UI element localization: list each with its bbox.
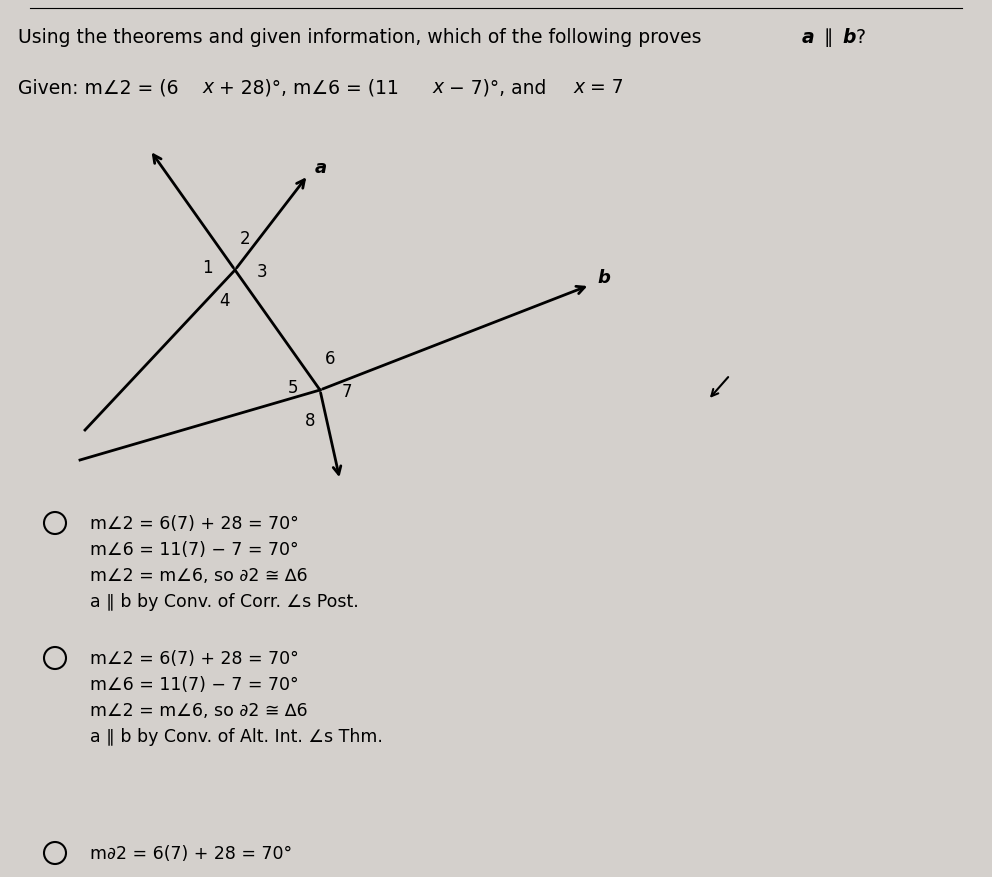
Text: 6: 6: [325, 350, 335, 368]
Text: Given: m∠2 = (6: Given: m∠2 = (6: [18, 78, 179, 97]
Text: x: x: [432, 78, 443, 97]
Text: 2: 2: [240, 230, 251, 248]
Text: + 28)°, m∠6 = (11: + 28)°, m∠6 = (11: [213, 78, 399, 97]
Text: 1: 1: [202, 259, 213, 277]
Text: Using the theorems and given information, which of the following proves: Using the theorems and given information…: [18, 28, 707, 47]
Text: a ∥ b by Conv. of Alt. Int. ∠s Thm.: a ∥ b by Conv. of Alt. Int. ∠s Thm.: [90, 728, 383, 746]
Text: 5: 5: [288, 379, 298, 397]
Text: 3: 3: [257, 263, 268, 281]
Text: m∠6 = 11(7) − 7 = 70°: m∠6 = 11(7) − 7 = 70°: [90, 676, 299, 694]
Text: b: b: [597, 269, 610, 287]
Text: a: a: [315, 159, 327, 177]
Text: m∠2 = 6(7) + 28 = 70°: m∠2 = 6(7) + 28 = 70°: [90, 515, 299, 533]
Text: m∠6 = 11(7) − 7 = 70°: m∠6 = 11(7) − 7 = 70°: [90, 541, 299, 559]
Text: 4: 4: [219, 292, 230, 310]
Text: m∠2 = m∠6, so ∂2 ≅ ∆6: m∠2 = m∠6, so ∂2 ≅ ∆6: [90, 702, 308, 720]
Text: 7: 7: [342, 383, 352, 401]
Text: m∠2 = m∠6, so ∂2 ≅ ∆6: m∠2 = m∠6, so ∂2 ≅ ∆6: [90, 567, 308, 585]
Text: x: x: [202, 78, 213, 97]
Text: b: b: [842, 28, 855, 47]
Text: m∂2 = 6(7) + 28 = 70°: m∂2 = 6(7) + 28 = 70°: [90, 845, 292, 863]
Text: x: x: [573, 78, 584, 97]
Text: m∠2 = 6(7) + 28 = 70°: m∠2 = 6(7) + 28 = 70°: [90, 650, 299, 668]
Text: = 7: = 7: [584, 78, 624, 97]
Text: 8: 8: [305, 412, 315, 430]
Text: a: a: [802, 28, 814, 47]
Text: − 7)°, and: − 7)°, and: [443, 78, 553, 97]
Text: ?: ?: [856, 28, 866, 47]
Text: ∥: ∥: [818, 28, 839, 47]
Text: a ∥ b by Conv. of Corr. ∠s Post.: a ∥ b by Conv. of Corr. ∠s Post.: [90, 593, 359, 611]
